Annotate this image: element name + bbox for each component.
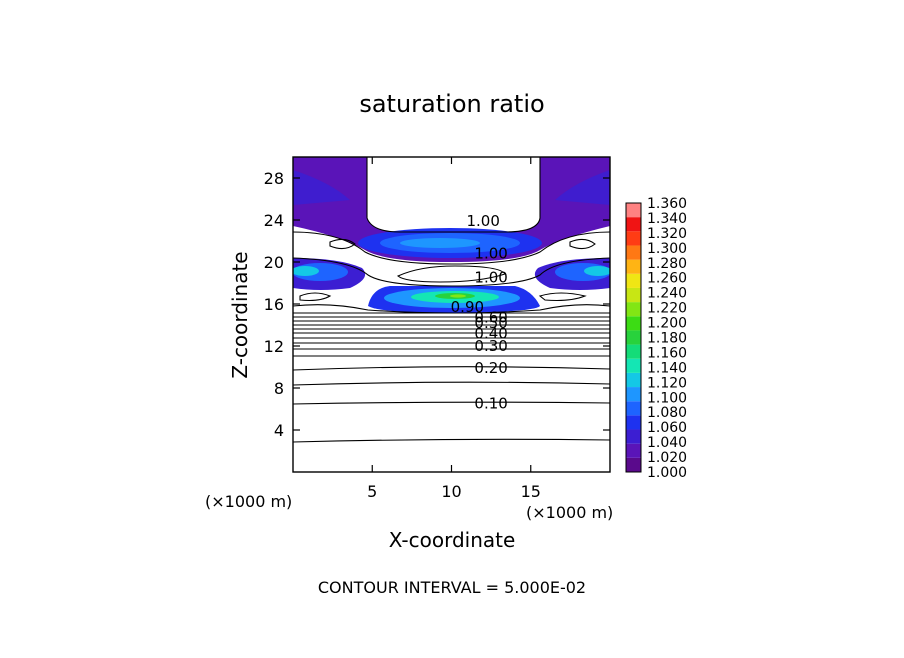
colorbar-label: 1.040 xyxy=(647,435,687,451)
colorbar-swatch xyxy=(626,330,641,345)
contour-label: 1.00 xyxy=(474,245,507,263)
y-tick-label: 4 xyxy=(274,421,284,440)
colorbar-swatch xyxy=(626,287,641,303)
colorbar-swatch xyxy=(626,273,641,288)
x-tick-label: 10 xyxy=(441,482,461,501)
y-tick-label: 8 xyxy=(274,379,284,398)
y-tick-label: 16 xyxy=(264,295,284,314)
colorbar-label: 1.080 xyxy=(647,405,687,421)
colorbar: 1.3601.3401.3201.3001.2801.2601.2401.220… xyxy=(625,196,687,481)
colorbar-swatch xyxy=(626,387,641,402)
colorbar-label: 1.280 xyxy=(647,256,687,272)
colorbar-swatch xyxy=(626,203,641,218)
colorbar-swatch xyxy=(626,259,641,274)
colorbar-label: 1.200 xyxy=(647,316,687,332)
colorbar-label: 1.020 xyxy=(647,450,687,466)
colorbar-label: 1.000 xyxy=(647,465,687,481)
colorbar-swatch xyxy=(626,217,641,232)
contour-label: 0.30 xyxy=(474,337,507,355)
y-axis-title: Z-coordinate xyxy=(228,251,252,378)
contour-label: 0.50 xyxy=(474,314,507,332)
y-tick-label: 28 xyxy=(264,169,284,188)
y-tick-label: 24 xyxy=(264,211,284,230)
y-tick-label: 20 xyxy=(264,253,284,272)
contour-labels: 1.00 1.00 1.00 0.900.600.500.400.30 0.20 0.10 xyxy=(451,212,508,413)
x-tick-label: 5 xyxy=(367,482,377,501)
x-axis: 5 10 15 xyxy=(367,157,541,501)
x-tick-label: 15 xyxy=(521,482,541,501)
colorbar-swatch xyxy=(626,457,641,472)
colorbar-swatch xyxy=(626,245,641,260)
contour-label: 1.00 xyxy=(466,212,499,230)
colorbar-swatch xyxy=(626,401,641,416)
colorbar-swatch xyxy=(626,302,641,317)
colorbar-label: 1.360 xyxy=(647,196,687,212)
colorbar-label: 1.320 xyxy=(647,226,687,242)
colorbar-label: 1.340 xyxy=(647,211,687,227)
colorbar-swatch xyxy=(626,231,641,246)
colorbar-label: 1.100 xyxy=(647,390,687,406)
colorbar-swatch xyxy=(626,429,641,444)
chart-title: saturation ratio xyxy=(359,90,544,118)
colorbar-swatch xyxy=(626,358,641,373)
contour-label: 0.10 xyxy=(474,395,507,413)
colorbar-swatch xyxy=(626,344,641,359)
colorbar-label: 1.260 xyxy=(647,271,687,287)
colorbar-swatch xyxy=(626,415,641,430)
colorbar-label: 1.180 xyxy=(647,331,687,347)
y-tick-label: 12 xyxy=(264,337,284,356)
contour-lines xyxy=(293,157,610,443)
colorbar-swatch xyxy=(626,372,641,388)
colorbar-label: 1.300 xyxy=(647,241,687,257)
contour-label: 0.90 xyxy=(451,298,484,316)
contour-label: 0.60 xyxy=(474,309,507,327)
saturation-field xyxy=(293,157,610,443)
colorbar-label: 1.160 xyxy=(647,345,687,361)
contour-label: 1.00 xyxy=(474,269,507,287)
contour-label: 0.20 xyxy=(474,359,507,377)
colorbar-label: 1.140 xyxy=(647,360,687,376)
colorbar-label: 1.060 xyxy=(647,420,687,436)
x-unit-label-left: (×1000 m) xyxy=(205,492,292,511)
colorbar-label: 1.120 xyxy=(647,375,687,391)
y-axis: 4 8 12 16 20 24 28 xyxy=(264,169,610,440)
contour-label: 0.40 xyxy=(474,324,507,342)
y-unit-label-right: (×1000 m) xyxy=(526,503,613,522)
colorbar-label: 1.240 xyxy=(647,286,687,302)
colorbar-swatch xyxy=(626,316,641,331)
colorbar-swatch xyxy=(626,443,641,458)
colorbar-label: 1.220 xyxy=(647,301,687,317)
contour-interval-note: CONTOUR INTERVAL = 5.000E-02 xyxy=(318,578,586,597)
colorbar-frame xyxy=(625,202,642,473)
x-axis-title: X-coordinate xyxy=(389,528,516,552)
